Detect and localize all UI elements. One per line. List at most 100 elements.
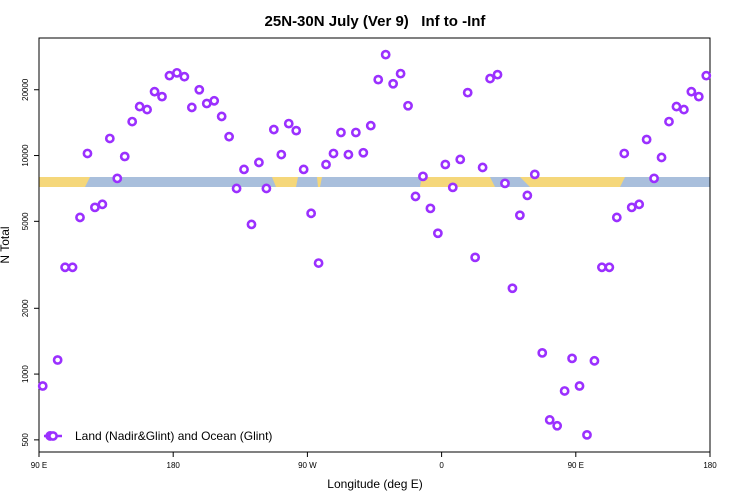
data-point [522,190,533,201]
data-point [336,127,346,138]
data-point [261,183,272,194]
data-point [276,149,287,160]
y-tick-label: 500 [21,433,30,447]
data-point [373,74,384,85]
chart-title: 25N-30N July (Ver 9) Inf to -Inf [265,13,487,30]
data-point [157,91,167,102]
data-point [350,127,361,138]
data-point [507,283,518,294]
data-point [664,116,674,127]
data-point [216,111,227,122]
data-point [201,98,212,109]
data-point [97,199,108,210]
data-point [67,262,78,273]
data-point [634,199,645,210]
data-point [693,91,704,102]
land-band [39,177,90,187]
data-point [75,212,85,223]
data-point [671,101,682,112]
data-point [485,73,495,84]
data-point [559,386,570,396]
x-tick-label: 180 [703,461,717,470]
data-point [172,67,182,78]
data-point [298,164,309,175]
data-point [410,191,421,202]
land-band [317,177,322,187]
data-point [127,116,138,127]
data-point [358,147,369,158]
data-point [328,148,339,159]
data-point [492,69,503,80]
data-point [231,183,242,194]
data-point [567,353,577,364]
data-point [239,164,249,175]
data-point [574,381,585,391]
x-axis-label: Longitude (deg E) [327,477,422,491]
data-point [306,208,317,219]
surface-band [39,177,710,187]
data-point [500,178,510,189]
x-tick-label: 90 W [298,461,317,470]
data-point [104,133,115,144]
data-point [268,124,279,135]
data-point [194,84,205,95]
x-tick-label: 90 E [31,461,47,470]
data-point [619,148,630,159]
data-point [343,149,354,160]
ocean-band [39,177,710,187]
data-point [246,219,257,230]
data-point [582,429,592,440]
data-point [455,154,466,165]
data-point [321,159,331,170]
data-point [403,100,413,111]
data-point [462,87,473,98]
data-point [418,171,428,182]
data-point [679,104,689,115]
x-tick-label: 90 E [568,461,584,470]
data-point [380,49,391,60]
data-point [149,86,160,97]
data-point [537,348,548,358]
data-point [37,381,48,391]
data-point [649,173,659,184]
data-point [164,70,175,81]
data-point [395,68,406,79]
data-point [514,210,525,221]
data-point [477,162,488,173]
data-point [701,70,712,81]
data-point [254,157,264,168]
data-point [529,169,540,180]
legend-label: Land (Nadir&Glint) and Ocean (Glint) [75,429,272,443]
data-point [432,228,443,239]
data-point [119,151,130,162]
data-point [224,131,235,142]
data-point [440,159,451,170]
data-point [544,415,555,425]
data-point [425,203,436,214]
data-point [186,102,197,113]
land-band [272,177,298,187]
land-band [420,177,495,187]
data-point [90,202,100,213]
data-point [686,86,697,97]
data-point [313,258,324,268]
data-point [656,152,667,163]
data-point [134,101,145,112]
data-point [611,212,622,223]
y-tick-label: 1000 [21,365,30,383]
y-tick-label: 2000 [21,299,30,317]
y-tick-label: 10000 [21,144,30,167]
data-point [179,71,190,82]
x-tick-label: 180 [167,461,181,470]
data-point [626,202,637,213]
data-point [388,78,399,89]
legend-marker [48,431,58,441]
data-point [596,262,607,273]
data-point [365,120,376,131]
data-point [604,262,615,273]
y-tick-label: 20000 [21,78,30,101]
y-axis-label: N Total [0,226,12,263]
y-tick-label: 5000 [21,212,30,230]
data-point [209,95,220,106]
